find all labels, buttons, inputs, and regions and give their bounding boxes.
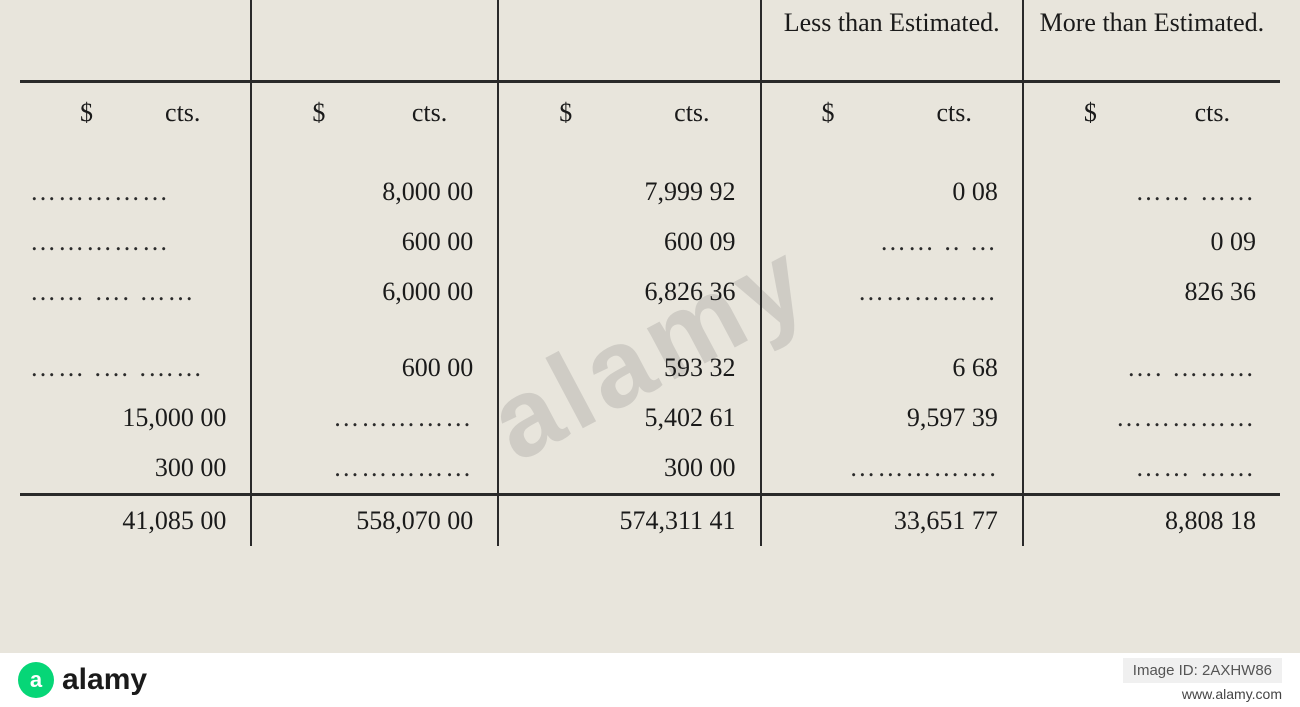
cell: 300 00 (498, 443, 760, 495)
dollar-sign: $ (282, 98, 325, 128)
cell: …………… (761, 267, 1023, 317)
table-row: …… .… .…… 600 00 593 32 6 68 …. ……… (20, 343, 1280, 393)
cell: …… …. …… (20, 267, 251, 317)
cell: 600 00 (251, 217, 498, 267)
unit-cell-3: $ cts. (498, 85, 760, 141)
header-col1 (20, 0, 251, 82)
unit-row: $ cts. $ cts. $ cts. $ cts. $ cts. (20, 85, 1280, 141)
cents-label: cts. (674, 98, 729, 128)
ledger-table-container: Less than Estimated. More than Estimated… (20, 0, 1280, 546)
total-cell: 41,085 00 (20, 496, 251, 546)
unit-cell-1: $ cts. (20, 85, 251, 141)
dollar-sign: $ (529, 98, 572, 128)
cell: …… .. … (761, 217, 1023, 267)
spacer (20, 317, 1280, 343)
cell: 0 09 (1023, 217, 1280, 267)
cell: …………… (1023, 393, 1280, 443)
unit-cell-5: $ cts. (1023, 85, 1280, 141)
header-col2 (251, 0, 498, 82)
cents-label: cts. (1195, 98, 1250, 128)
alamy-logo: a alamy (18, 662, 147, 698)
cell: 5,402 61 (498, 393, 760, 443)
cell: …………… (251, 393, 498, 443)
header-more-than: More than Estimated. (1023, 0, 1280, 82)
ledger-table: Less than Estimated. More than Estimated… (20, 0, 1280, 546)
total-cell: 33,651 77 (761, 496, 1023, 546)
total-cell: 8,808 18 (1023, 496, 1280, 546)
stock-footer: a alamy Image ID: 2AXHW86 www.alamy.com (0, 653, 1300, 707)
cents-label: cts. (165, 98, 220, 128)
table-row: 300 00 …………… 300 00 ……………. …… …… (20, 443, 1280, 495)
cell: …………… (20, 217, 251, 267)
unit-cell-2: $ cts. (251, 85, 498, 141)
table-header-row: Less than Estimated. More than Estimated… (20, 0, 1280, 82)
cell: …………… (251, 443, 498, 495)
cell: …… …… (1023, 443, 1280, 495)
cell: 600 09 (498, 217, 760, 267)
cell: 593 32 (498, 343, 760, 393)
cell: …………… (20, 167, 251, 217)
header-col3 (498, 0, 760, 82)
cell: 300 00 (20, 443, 251, 495)
cents-label: cts. (936, 98, 991, 128)
table-row: …………… 600 00 600 09 …… .. … 0 09 (20, 217, 1280, 267)
cell: 0 08 (761, 167, 1023, 217)
cents-label: cts. (412, 98, 467, 128)
dollar-sign: $ (1054, 98, 1097, 128)
alamy-url: www.alamy.com (1123, 686, 1282, 702)
cell: ……………. (761, 443, 1023, 495)
table-total-row: 41,085 00 558,070 00 574,311 41 33,651 7… (20, 496, 1280, 546)
table-row: 15,000 00 …………… 5,402 61 9,597 39 …………… (20, 393, 1280, 443)
spacer (20, 141, 1280, 167)
total-cell: 574,311 41 (498, 496, 760, 546)
total-cell: 558,070 00 (251, 496, 498, 546)
table-row: …………… 8,000 00 7,999 92 0 08 …… …… (20, 167, 1280, 217)
cell: 6,826 36 (498, 267, 760, 317)
image-id-label: Image ID: 2AXHW86 (1123, 658, 1282, 683)
cell: 6 68 (761, 343, 1023, 393)
unit-cell-4: $ cts. (761, 85, 1023, 141)
scanned-page: alamy Less than Estimated. More than Est… (0, 0, 1300, 707)
cell: …… …… (1023, 167, 1280, 217)
table-row: …… …. …… 6,000 00 6,826 36 …………… 826 36 (20, 267, 1280, 317)
cell: …… .… .…… (20, 343, 251, 393)
dollar-sign: $ (792, 98, 835, 128)
dollar-sign: $ (50, 98, 93, 128)
cell: 6,000 00 (251, 267, 498, 317)
cell: 8,000 00 (251, 167, 498, 217)
cell: 600 00 (251, 343, 498, 393)
header-less-than: Less than Estimated. (761, 0, 1023, 82)
cell: 826 36 (1023, 267, 1280, 317)
alamy-logo-text: alamy (62, 663, 147, 697)
cell: 15,000 00 (20, 393, 251, 443)
cell: …. ……… (1023, 343, 1280, 393)
cell: 7,999 92 (498, 167, 760, 217)
alamy-icon: a (18, 662, 54, 698)
cell: 9,597 39 (761, 393, 1023, 443)
